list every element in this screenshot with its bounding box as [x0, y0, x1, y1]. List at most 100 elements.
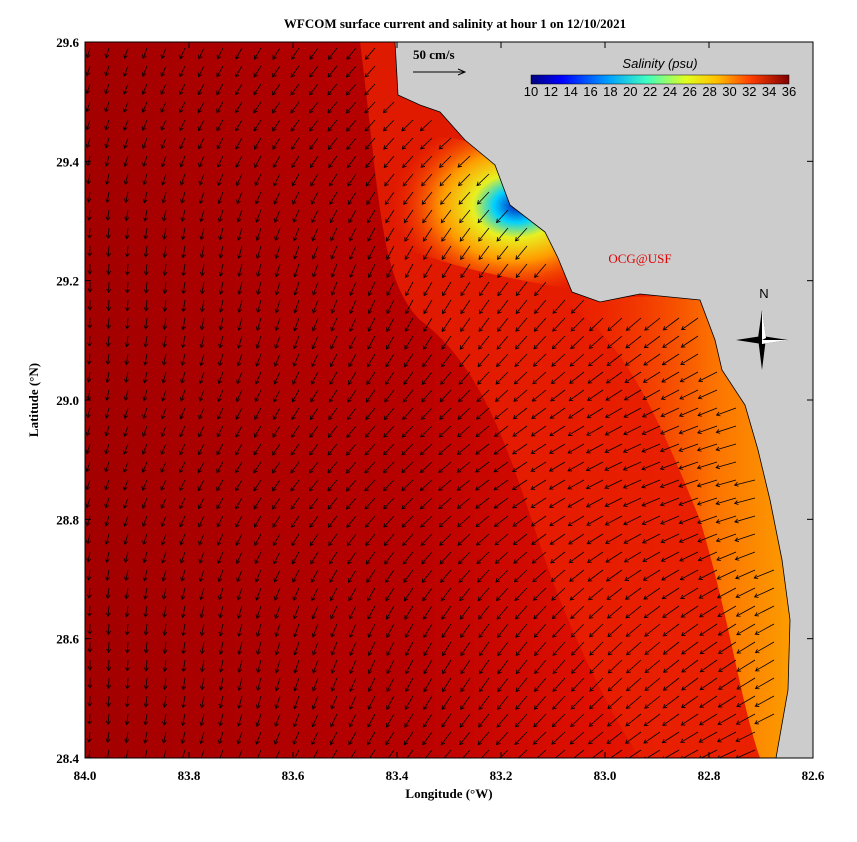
current-arrow [478, 623, 490, 639]
current-arrow [310, 173, 319, 187]
current-arrow [218, 335, 224, 349]
current-arrow [308, 83, 319, 96]
current-arrow [162, 317, 168, 330]
current-arrow [385, 587, 395, 602]
current-arrow [386, 317, 395, 332]
current-arrow [423, 659, 433, 675]
current-arrow [198, 533, 205, 546]
current-arrow [254, 155, 262, 168]
current-arrow [438, 479, 452, 491]
current-arrow [477, 371, 490, 385]
current-arrow [422, 731, 433, 746]
current-arrow [496, 587, 509, 602]
current-arrow [678, 461, 699, 470]
current-arrow [533, 317, 547, 332]
current-arrow [567, 443, 585, 454]
current-arrow [715, 461, 737, 470]
current-arrow [236, 587, 243, 601]
current-arrow [104, 119, 110, 131]
current-arrow [386, 299, 395, 315]
current-arrow [197, 497, 205, 510]
current-arrow [254, 569, 262, 583]
current-arrow [625, 605, 642, 619]
current-arrow [87, 317, 93, 329]
current-arrow [348, 227, 357, 242]
current-arrow [292, 731, 300, 746]
current-arrow [604, 497, 623, 508]
current-arrow [123, 407, 129, 419]
current-arrow [330, 227, 338, 242]
current-arrow [292, 191, 300, 205]
current-arrow [125, 299, 130, 312]
current-arrow [160, 137, 167, 150]
current-arrow [200, 641, 205, 655]
current-arrow [622, 443, 642, 453]
current-arrow [143, 245, 149, 258]
current-arrow [678, 497, 699, 506]
current-arrow [515, 641, 528, 657]
current-arrow [291, 551, 300, 565]
current-arrow [254, 551, 262, 565]
current-arrow [497, 623, 509, 638]
current-arrow [754, 695, 775, 707]
current-arrow [218, 677, 224, 691]
current-arrow [143, 677, 149, 690]
current-arrow [218, 299, 224, 313]
current-arrow [475, 443, 490, 455]
current-arrow [439, 155, 452, 168]
current-arrow [367, 281, 376, 297]
current-arrow [458, 371, 471, 385]
current-arrow [513, 569, 528, 583]
current-arrow [237, 695, 243, 709]
current-arrow [478, 317, 490, 333]
current-arrow [550, 551, 566, 564]
current-arrow [85, 497, 91, 509]
current-arrow [552, 677, 566, 692]
x-tick-label: 83.4 [386, 768, 409, 783]
current-arrow [345, 83, 357, 96]
current-arrow [405, 677, 414, 693]
current-arrow [328, 173, 338, 187]
current-arrow [291, 407, 300, 421]
current-arrow [348, 713, 357, 728]
credit: OCG@USF [608, 251, 671, 266]
current-arrow [405, 299, 414, 315]
current-arrow [105, 227, 111, 240]
current-arrow [254, 407, 262, 420]
current-arrow [532, 731, 547, 745]
current-arrow [383, 533, 395, 547]
current-arrow [585, 479, 604, 490]
current-arrow [123, 389, 129, 402]
current-arrow [179, 137, 186, 150]
current-arrow [531, 407, 547, 419]
current-arrow [86, 731, 92, 743]
current-arrow [459, 353, 471, 368]
current-arrow [273, 569, 281, 583]
current-arrow [402, 173, 414, 187]
current-arrow [641, 461, 661, 471]
current-arrow [567, 479, 585, 490]
current-arrow [255, 623, 262, 638]
current-arrow [327, 101, 338, 114]
current-arrow [512, 497, 528, 509]
current-arrow [532, 587, 547, 601]
current-arrow [162, 713, 167, 726]
current-arrow [179, 47, 186, 60]
current-arrow [533, 749, 547, 758]
colorbar-tick-label: 30 [722, 84, 736, 99]
current-arrow [569, 731, 585, 745]
current-arrow [274, 605, 281, 620]
current-arrow [291, 173, 300, 187]
current-arrow [717, 587, 737, 599]
current-arrow [198, 191, 205, 205]
current-arrow [552, 623, 566, 638]
current-arrow [459, 713, 471, 728]
current-arrow [86, 587, 92, 599]
current-arrow [346, 137, 357, 150]
current-arrow [161, 749, 167, 758]
current-arrow [200, 299, 205, 313]
current-arrow [330, 281, 338, 296]
current-arrow [123, 65, 129, 77]
current-arrow [514, 731, 528, 745]
current-arrow [253, 101, 262, 114]
